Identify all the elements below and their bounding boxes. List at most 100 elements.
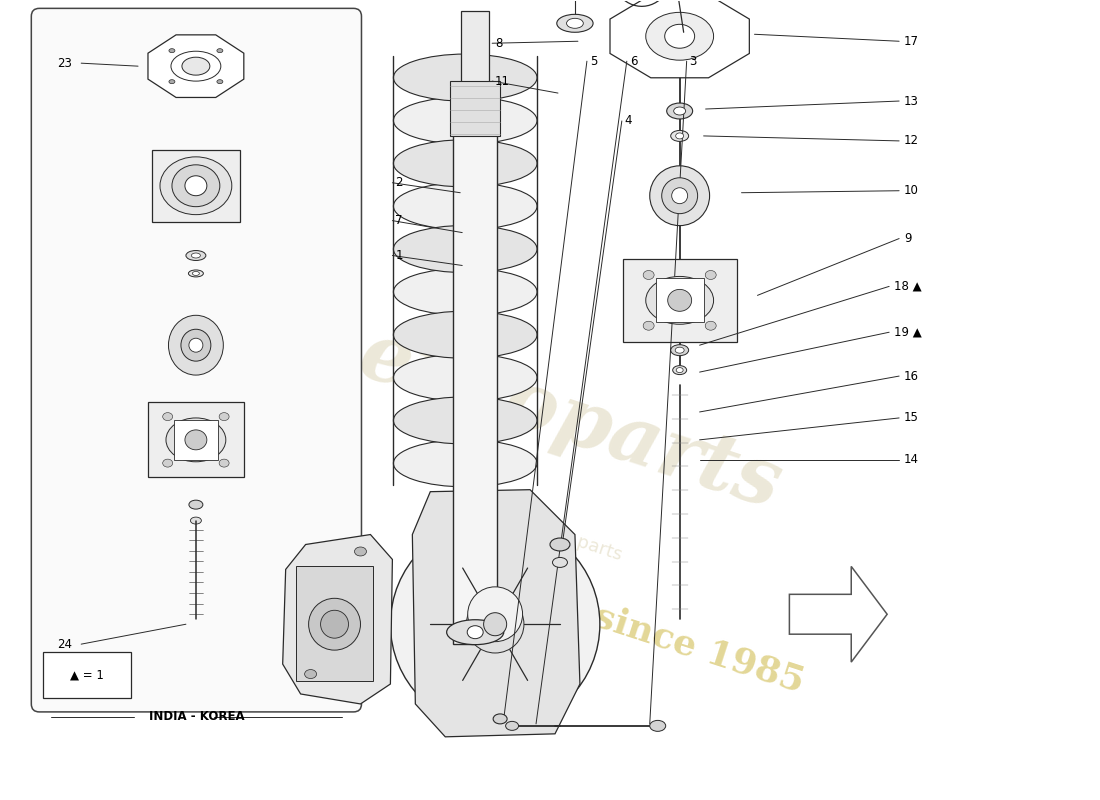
- Ellipse shape: [650, 720, 666, 731]
- Ellipse shape: [186, 250, 206, 261]
- Ellipse shape: [169, 49, 175, 53]
- Ellipse shape: [664, 24, 694, 48]
- Text: 19 ▲: 19 ▲: [894, 326, 922, 338]
- Ellipse shape: [394, 397, 537, 444]
- Ellipse shape: [320, 610, 349, 638]
- Ellipse shape: [185, 176, 207, 196]
- Ellipse shape: [668, 290, 692, 311]
- Text: 11: 11: [495, 74, 510, 88]
- Ellipse shape: [166, 418, 226, 462]
- Ellipse shape: [394, 182, 537, 230]
- Ellipse shape: [644, 270, 654, 279]
- Ellipse shape: [552, 558, 568, 567]
- Ellipse shape: [309, 598, 361, 650]
- Ellipse shape: [170, 51, 221, 81]
- Text: ▲ = 1: ▲ = 1: [70, 669, 104, 682]
- Ellipse shape: [662, 178, 697, 214]
- Ellipse shape: [644, 322, 654, 330]
- Text: 3: 3: [690, 54, 697, 68]
- Polygon shape: [283, 534, 393, 704]
- Ellipse shape: [650, 166, 710, 226]
- Ellipse shape: [394, 354, 537, 401]
- Text: 6: 6: [630, 54, 637, 68]
- Polygon shape: [790, 566, 887, 662]
- Polygon shape: [610, 0, 749, 78]
- Ellipse shape: [219, 459, 229, 467]
- Text: 2: 2: [395, 176, 403, 190]
- Ellipse shape: [675, 133, 684, 139]
- Ellipse shape: [672, 188, 688, 204]
- Ellipse shape: [550, 538, 570, 551]
- Ellipse shape: [394, 97, 537, 144]
- Text: 5: 5: [590, 54, 597, 68]
- Text: 7: 7: [395, 214, 403, 227]
- Text: 23: 23: [57, 57, 73, 70]
- Ellipse shape: [160, 157, 232, 214]
- Ellipse shape: [671, 130, 689, 142]
- Text: europarts: europarts: [349, 315, 791, 525]
- Ellipse shape: [646, 12, 714, 60]
- Ellipse shape: [163, 459, 173, 467]
- Text: 14: 14: [904, 454, 920, 466]
- Ellipse shape: [447, 620, 504, 645]
- Ellipse shape: [190, 517, 201, 524]
- Ellipse shape: [192, 271, 199, 275]
- Ellipse shape: [219, 413, 229, 421]
- Bar: [461, 11, 490, 131]
- Bar: [296, 566, 373, 681]
- Ellipse shape: [394, 226, 537, 273]
- Text: 15: 15: [904, 411, 918, 425]
- Bar: [174, 420, 218, 460]
- Text: INDIA - KOREA: INDIA - KOREA: [148, 710, 244, 723]
- Text: since 1985: since 1985: [591, 599, 808, 699]
- Text: 17: 17: [904, 34, 920, 48]
- Polygon shape: [148, 35, 244, 98]
- Text: 9: 9: [904, 232, 912, 245]
- Bar: [453, 131, 497, 644]
- Ellipse shape: [189, 500, 202, 509]
- Text: 16: 16: [904, 370, 920, 382]
- Ellipse shape: [217, 80, 223, 84]
- Ellipse shape: [394, 140, 537, 187]
- Ellipse shape: [182, 57, 210, 75]
- Text: 10: 10: [904, 184, 918, 198]
- Ellipse shape: [169, 80, 175, 84]
- Ellipse shape: [675, 347, 684, 353]
- Ellipse shape: [676, 368, 683, 373]
- Polygon shape: [152, 150, 240, 222]
- Ellipse shape: [557, 14, 593, 32]
- Ellipse shape: [493, 714, 507, 724]
- Ellipse shape: [191, 253, 200, 258]
- Ellipse shape: [506, 722, 518, 730]
- Ellipse shape: [394, 440, 537, 487]
- Ellipse shape: [417, 546, 574, 702]
- Ellipse shape: [168, 315, 223, 375]
- Text: 1: 1: [395, 249, 403, 262]
- Ellipse shape: [671, 345, 689, 356]
- FancyBboxPatch shape: [43, 652, 131, 698]
- Ellipse shape: [673, 366, 686, 374]
- Bar: [656, 278, 704, 322]
- Ellipse shape: [172, 165, 220, 206]
- Polygon shape: [147, 402, 244, 478]
- Ellipse shape: [217, 49, 223, 53]
- Ellipse shape: [189, 338, 202, 352]
- Polygon shape: [412, 490, 580, 737]
- Text: 13: 13: [904, 94, 918, 107]
- Ellipse shape: [468, 626, 483, 638]
- Ellipse shape: [705, 322, 716, 330]
- Ellipse shape: [163, 413, 173, 421]
- FancyBboxPatch shape: [31, 8, 362, 712]
- Ellipse shape: [180, 330, 211, 361]
- Ellipse shape: [468, 587, 522, 642]
- Ellipse shape: [484, 613, 507, 636]
- Ellipse shape: [466, 595, 524, 653]
- Ellipse shape: [394, 311, 537, 358]
- Ellipse shape: [188, 270, 204, 277]
- Ellipse shape: [185, 430, 207, 450]
- Polygon shape: [623, 259, 737, 342]
- Ellipse shape: [354, 547, 366, 556]
- Ellipse shape: [394, 54, 537, 101]
- Bar: [450, 81, 500, 136]
- Ellipse shape: [394, 268, 537, 315]
